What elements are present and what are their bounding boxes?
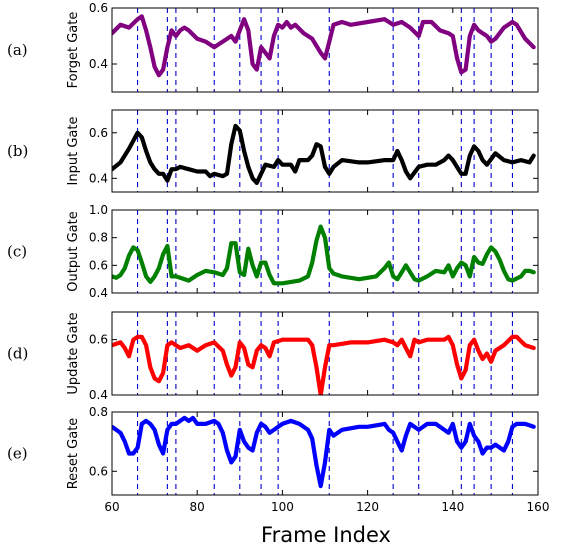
x-tick-label: 120	[356, 500, 379, 514]
axes-frame	[111, 109, 539, 193]
x-tick-label: 140	[441, 500, 464, 514]
y-tick-label: 0.6	[89, 333, 108, 347]
y-tick-label: 0.4	[89, 388, 108, 402]
panel-c: 0.4 0.6 0.8 1.0 Output Gate (c)	[7, 203, 539, 300]
panel-tag: (a)	[7, 41, 28, 59]
gate-series-line	[112, 334, 536, 395]
y-tick-label: 0.4	[89, 171, 108, 185]
x-tick-label: 100	[271, 500, 294, 514]
x-tick-label: 60	[104, 500, 119, 514]
y-axis-label: Output Gate	[66, 211, 81, 291]
y-tick-label: 0.6	[89, 464, 108, 478]
panel-b: 0.4 0.6 Input Gate (b)	[7, 109, 539, 193]
panel-e: 0.6 0.8 60 80 100 120 140 160 Reset Gate (e)	[7, 405, 549, 514]
panel-tag: (e)	[7, 445, 28, 463]
gate-series-line	[112, 415, 536, 489]
axes-frame	[111, 311, 539, 396]
y-tick-label: 0.6	[89, 1, 108, 15]
y-tick-label: 0.6	[89, 258, 108, 272]
y-tick-label: 1.0	[89, 203, 108, 217]
panel-tag: (d)	[7, 345, 28, 363]
panel-d: 0.4 0.6 Update Gate (d)	[7, 311, 539, 402]
axes-frame	[111, 209, 539, 294]
y-axis-label: Forget Gate	[66, 12, 81, 89]
panel-tag: (c)	[7, 243, 27, 261]
panel-tag: (b)	[7, 142, 28, 160]
y-axis-label: Reset Gate	[66, 418, 81, 490]
y-axis-label: Update Gate	[66, 312, 81, 394]
x-tick-label: 80	[190, 500, 205, 514]
y-tick-label: 0.8	[89, 231, 108, 245]
y-tick-label: 0.4	[89, 286, 108, 300]
y-tick-label: 0.8	[89, 405, 108, 419]
y-tick-label: 0.6	[89, 126, 108, 140]
axes-frame	[111, 411, 539, 496]
panel-a: 0.4 0.6 Forget Gate (a)	[7, 1, 539, 93]
gate-series-line	[112, 224, 536, 286]
axes-frame	[111, 7, 539, 93]
gate-series-line	[112, 123, 536, 185]
y-axis-label: Input Gate	[66, 117, 81, 186]
x-tick-label: 160	[527, 500, 550, 514]
y-tick-label: 0.4	[89, 57, 108, 71]
gate-series-line	[112, 14, 536, 78]
x-axis-label: Frame Index	[261, 523, 391, 547]
